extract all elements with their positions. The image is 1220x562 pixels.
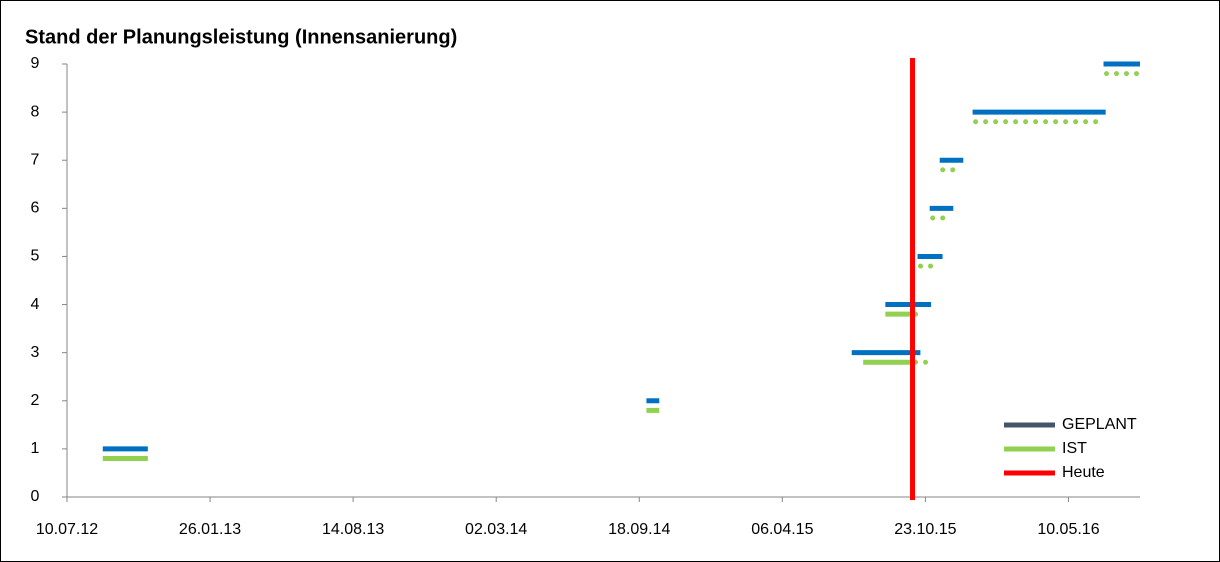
y-tick-label: 5 — [31, 248, 40, 265]
x-tick-label: 14.08.13 — [322, 521, 384, 538]
x-tick-label: 23.10.15 — [894, 521, 956, 538]
y-tick-label: 8 — [31, 103, 40, 120]
legend-label: GEPLANT — [1062, 416, 1137, 433]
chart-title: Stand der Planungsleistung (Innensanieru… — [25, 26, 457, 48]
x-tick-label: 06.04.15 — [751, 521, 813, 538]
y-tick-label: 9 — [31, 55, 40, 72]
y-tick-label: 3 — [31, 344, 40, 361]
legend-label: Heute — [1062, 464, 1105, 481]
x-tick-label: 10.05.16 — [1037, 521, 1099, 538]
y-tick-label: 0 — [31, 488, 40, 505]
y-tick-label: 7 — [31, 151, 40, 168]
legend-label: IST — [1062, 440, 1087, 457]
y-tick-label: 6 — [31, 200, 40, 217]
x-tick-label: 10.07.12 — [36, 521, 98, 538]
x-tick-label: 26.01.13 — [179, 521, 241, 538]
y-tick-label: 1 — [31, 440, 40, 457]
y-tick-label: 4 — [31, 296, 40, 313]
y-tick-label: 2 — [31, 392, 40, 409]
x-tick-label: 18.09.14 — [608, 521, 670, 538]
x-tick-label: 02.03.14 — [465, 521, 527, 538]
